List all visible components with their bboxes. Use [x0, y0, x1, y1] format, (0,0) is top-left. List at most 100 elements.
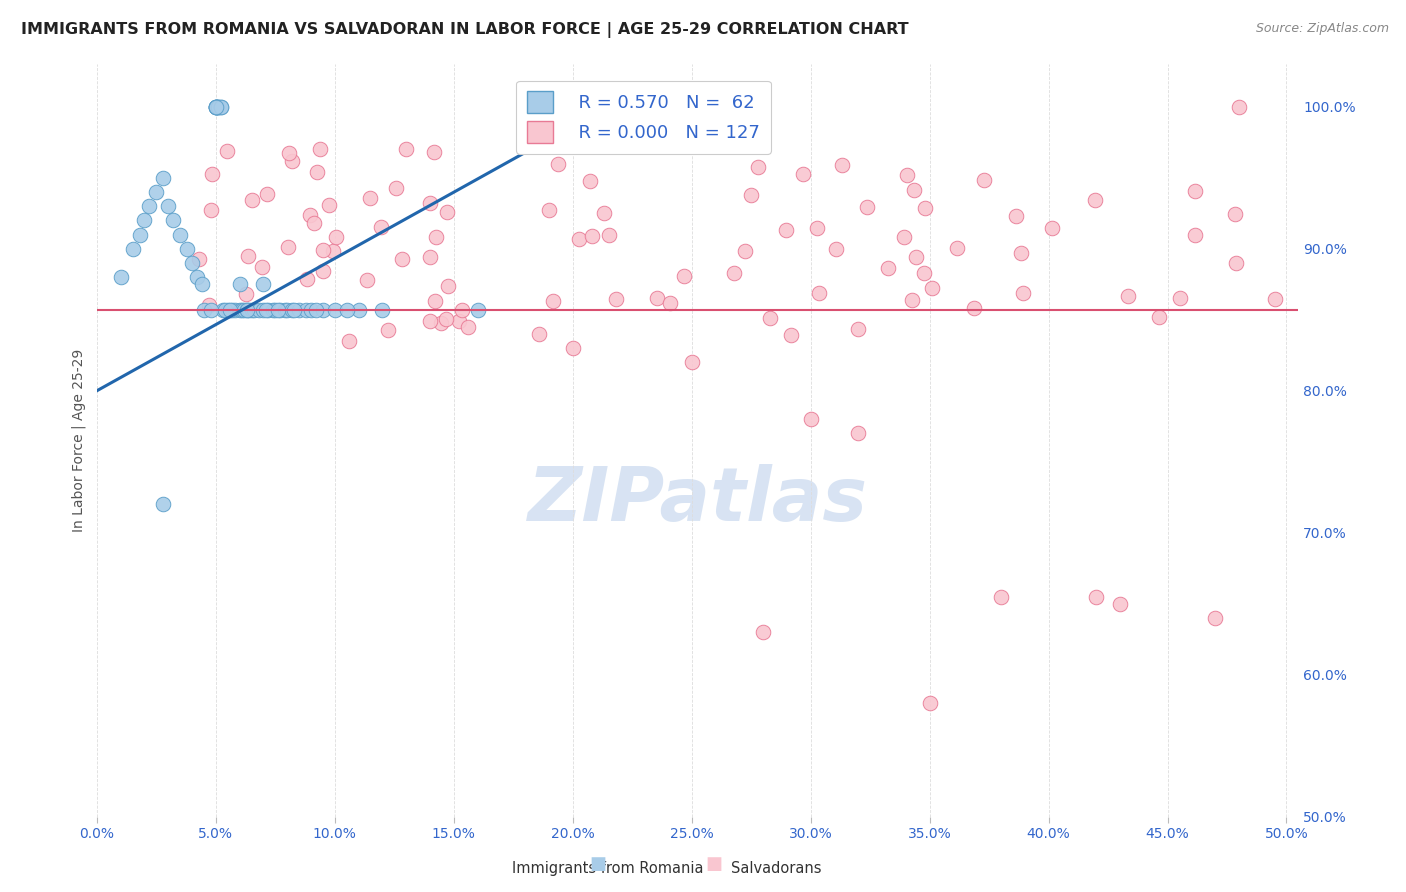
Point — [201, 168, 224, 182]
Point — [207, 100, 229, 114]
Point — [312, 302, 335, 317]
Point — [276, 302, 298, 317]
Point — [207, 100, 229, 114]
Point — [1184, 227, 1206, 242]
Point — [256, 186, 278, 201]
Point — [252, 277, 274, 292]
Point — [235, 302, 257, 317]
Point — [359, 191, 381, 205]
Point — [645, 291, 668, 305]
Point — [269, 302, 291, 317]
Point — [356, 272, 378, 286]
Point — [238, 302, 260, 317]
Point — [193, 302, 215, 317]
Point — [299, 208, 322, 222]
Text: Source: ZipAtlas.com: Source: ZipAtlas.com — [1256, 22, 1389, 36]
Text: Salvadorans: Salvadorans — [731, 861, 821, 876]
Point — [233, 302, 256, 317]
Point — [605, 293, 627, 307]
Point — [266, 302, 288, 317]
Point — [945, 241, 967, 255]
Point — [747, 160, 769, 174]
Point — [309, 142, 332, 156]
Point — [1040, 220, 1063, 235]
Point — [855, 200, 877, 214]
Point — [1010, 245, 1032, 260]
Point — [800, 412, 823, 426]
Point — [395, 142, 418, 156]
Point — [1264, 292, 1286, 306]
Point — [204, 100, 226, 114]
Text: Immigrants from Romania: Immigrants from Romania — [512, 861, 703, 876]
Point — [262, 302, 284, 317]
Point — [254, 302, 277, 317]
Point — [1116, 289, 1139, 303]
Point — [138, 199, 160, 213]
Point — [200, 203, 222, 218]
Point — [734, 244, 756, 258]
Point — [825, 242, 848, 256]
Point — [325, 229, 347, 244]
Point — [277, 240, 299, 254]
Point — [1147, 310, 1170, 325]
Point — [318, 198, 340, 212]
Point — [288, 302, 311, 317]
Point — [274, 302, 297, 317]
Point — [893, 230, 915, 244]
Point — [1168, 291, 1191, 305]
Point — [209, 100, 232, 114]
Point — [337, 334, 360, 348]
Text: ■: ■ — [589, 855, 606, 873]
Point — [581, 229, 603, 244]
Point — [371, 302, 394, 317]
Point — [264, 302, 287, 317]
Point — [243, 302, 266, 317]
Point — [429, 316, 451, 330]
Point — [990, 590, 1012, 604]
Point — [204, 100, 226, 114]
Point — [224, 302, 246, 317]
Point — [423, 293, 446, 308]
Point — [190, 277, 212, 292]
Point — [467, 302, 489, 317]
Point — [779, 327, 801, 342]
Point — [169, 227, 191, 242]
Point — [1012, 285, 1035, 300]
Point — [247, 302, 270, 317]
Point — [187, 252, 209, 266]
Point — [221, 302, 243, 317]
Point — [578, 174, 600, 188]
Point — [877, 260, 900, 275]
Point — [1005, 210, 1028, 224]
Point — [592, 206, 614, 220]
Point — [252, 260, 274, 275]
Point — [257, 302, 280, 317]
Point — [186, 270, 208, 285]
Point — [758, 310, 780, 325]
Point — [918, 696, 941, 710]
Point — [723, 266, 745, 280]
Point — [181, 256, 204, 270]
Point — [962, 301, 984, 315]
Point — [806, 221, 828, 235]
Point — [312, 243, 335, 257]
Point — [419, 195, 441, 210]
Legend:   R = 0.570   N =  62,   R = 0.000   N = 127: R = 0.570 N = 62, R = 0.000 N = 127 — [516, 80, 770, 153]
Point — [280, 153, 302, 168]
Point — [215, 144, 238, 158]
Point — [236, 249, 259, 263]
Point — [323, 302, 346, 317]
Point — [846, 321, 869, 335]
Point — [240, 193, 263, 207]
Point — [527, 326, 550, 341]
Point — [1084, 194, 1107, 208]
Point — [207, 100, 229, 114]
Point — [235, 287, 257, 301]
Point — [775, 223, 797, 237]
Point — [305, 302, 328, 317]
Point — [434, 312, 457, 326]
Text: ■: ■ — [706, 855, 723, 873]
Point — [537, 202, 560, 217]
Point — [295, 302, 318, 317]
Point — [449, 314, 471, 328]
